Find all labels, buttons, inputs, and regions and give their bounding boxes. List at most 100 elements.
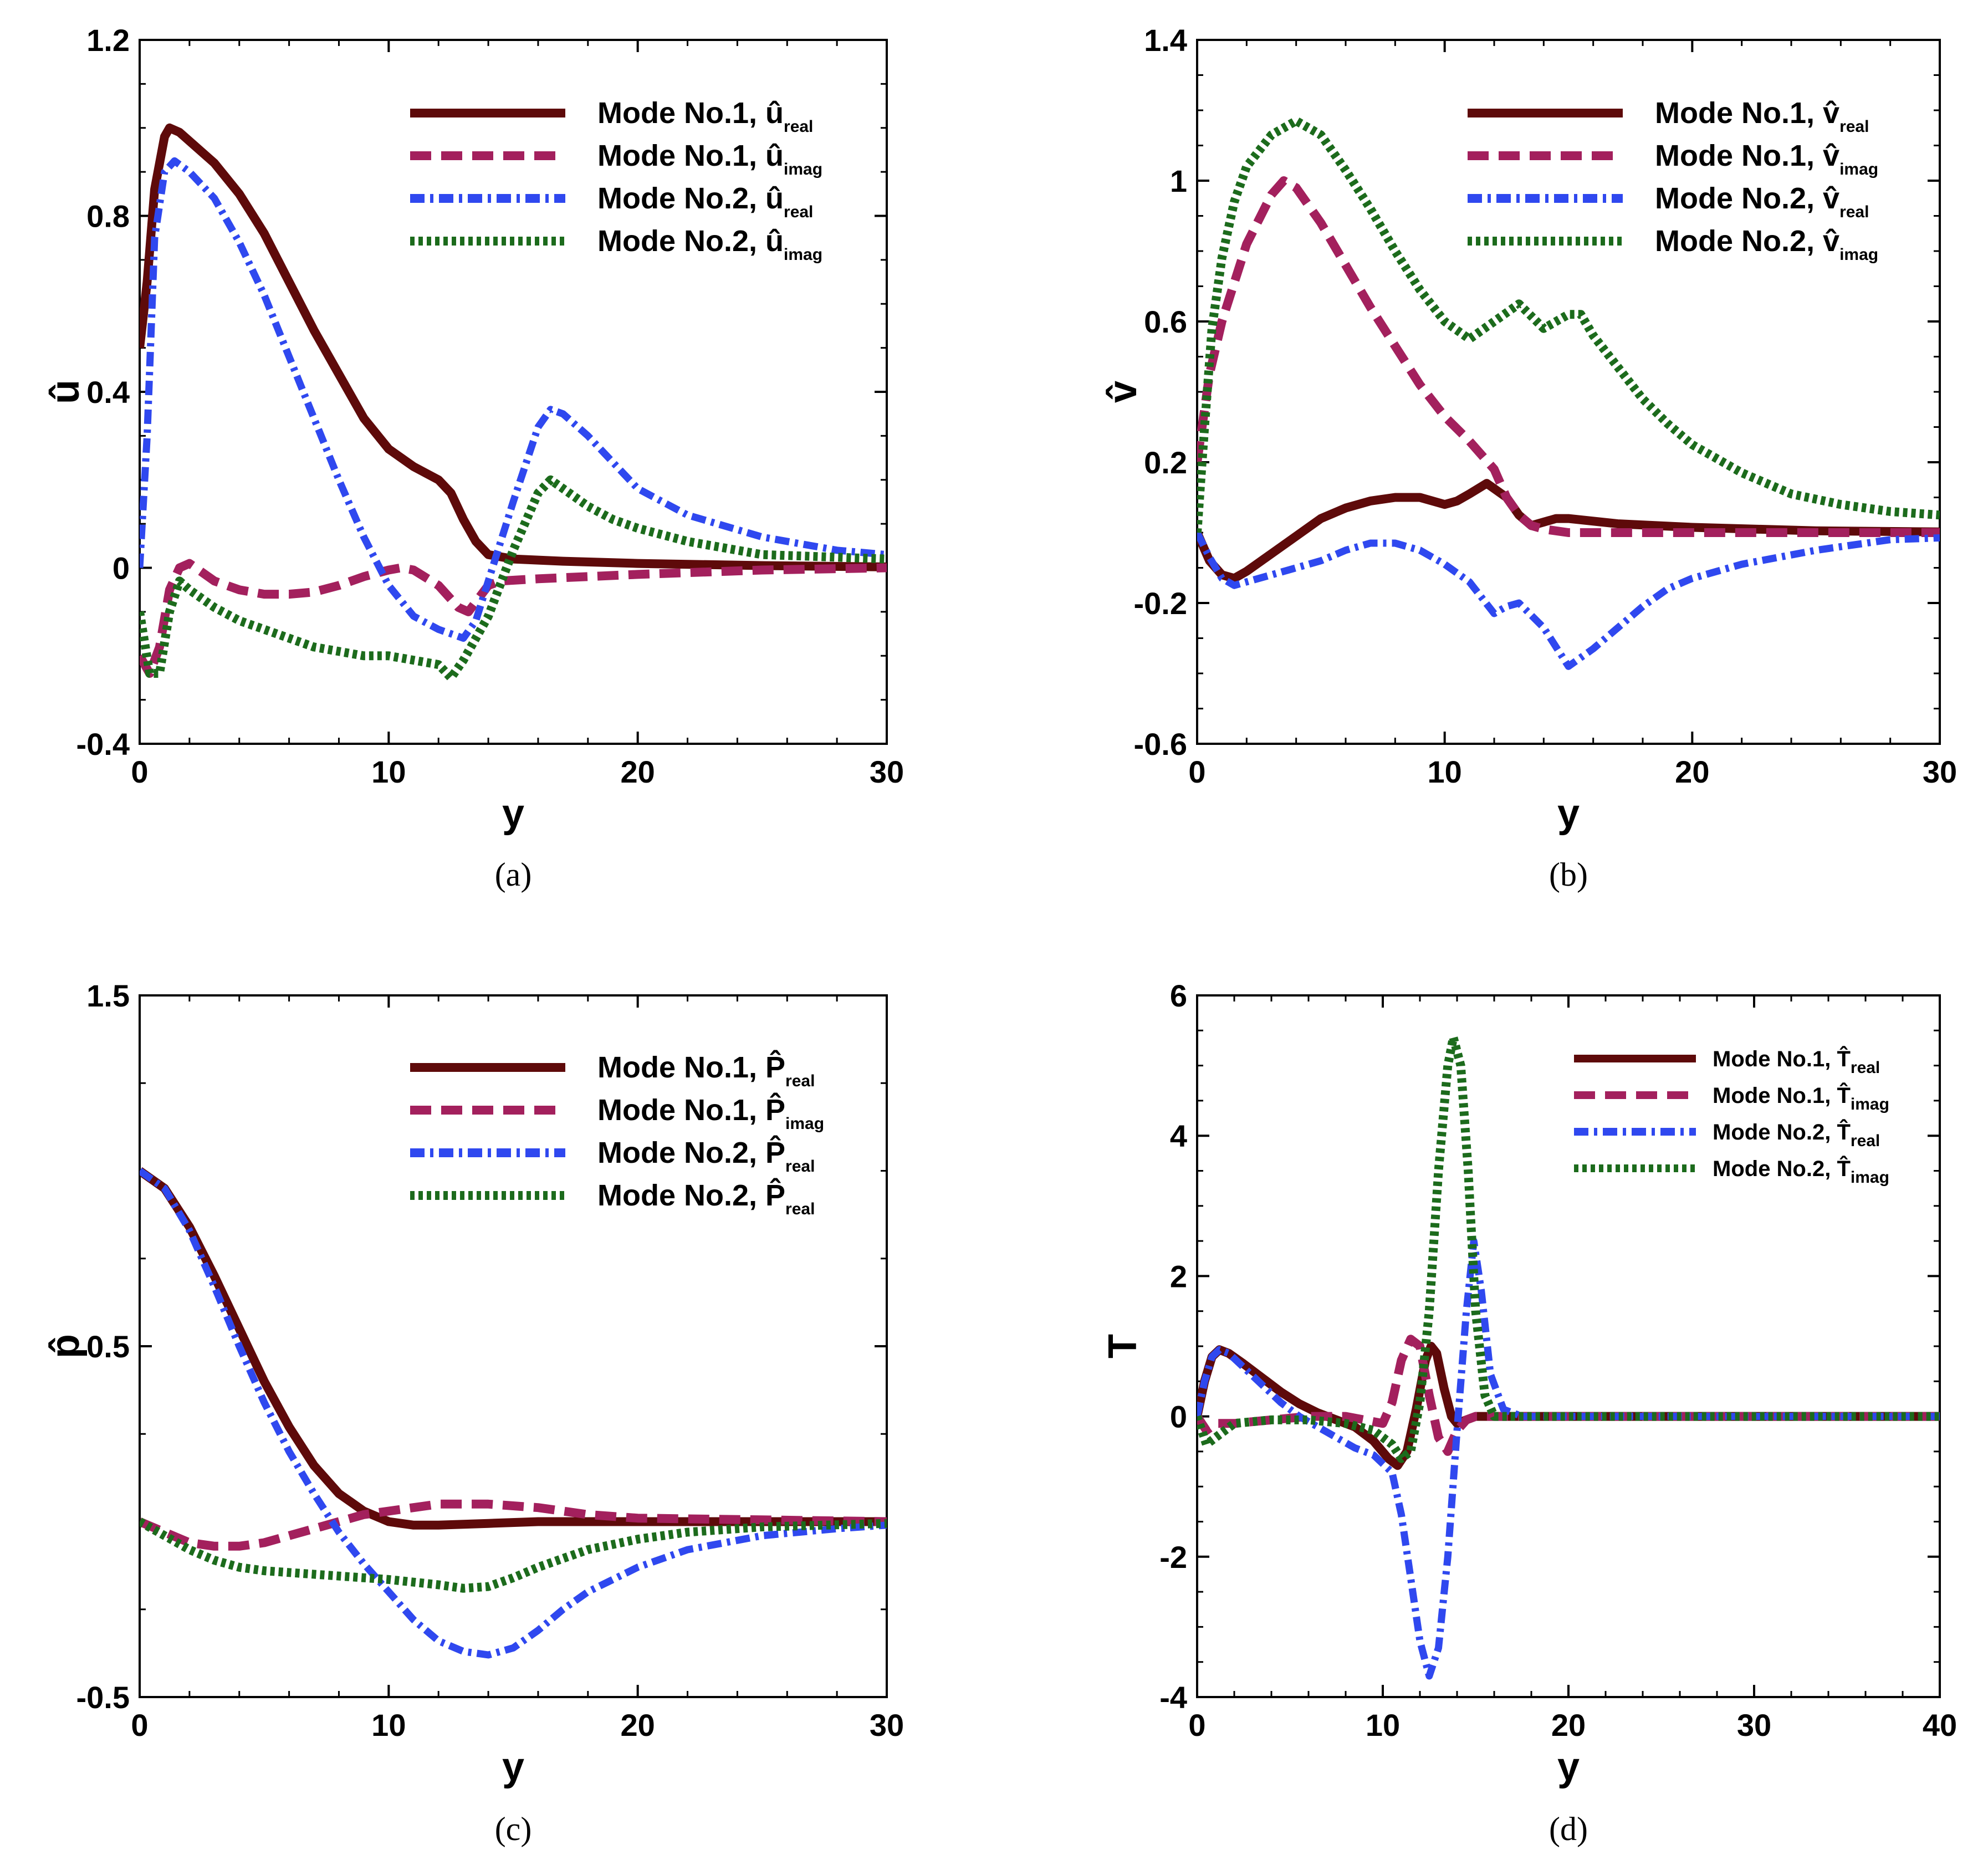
legend-mode: Mode No.2, (597, 182, 765, 215)
series-line-m2i (1197, 1033, 1940, 1463)
y-axis-label: p̂ (43, 1334, 88, 1358)
y-axis-label: T (1101, 1334, 1145, 1358)
figure-caption-a: (a) (495, 856, 532, 893)
x-tick-label: 20 (621, 754, 655, 789)
series-line-m2r (140, 1168, 887, 1659)
legend-subscript: imag (784, 160, 822, 178)
legend-subscript: imag (1851, 1095, 1889, 1113)
legend-label: Mode No.1, P̂real (597, 1050, 815, 1090)
x-tick-label: 30 (870, 1708, 904, 1743)
x-axis-label: y (1557, 791, 1580, 836)
x-tick-label: 30 (1737, 1708, 1771, 1743)
x-axis-label: y (1557, 1745, 1580, 1789)
x-tick-label: 20 (621, 1708, 655, 1743)
y-tick-label: 6 (1170, 978, 1187, 1013)
legend-mode: Mode No.1, (1655, 96, 1823, 130)
legend-label: Mode No.2, P̂real (597, 1178, 815, 1218)
y-axis-label: v̂ (1101, 381, 1145, 403)
series-line-m2r (140, 157, 887, 642)
legend-label: Mode No.1, T̂imag (1713, 1082, 1889, 1113)
y-axis-label: û (43, 380, 88, 404)
x-tick-label: 40 (1923, 1708, 1957, 1743)
y-tick-label: -2 (1159, 1540, 1187, 1575)
x-axis-label: y (502, 1745, 524, 1789)
y-tick-label: 0.2 (1144, 445, 1187, 480)
series-line-m1r (1197, 1342, 1940, 1470)
y-tick-label: -4 (1159, 1680, 1187, 1715)
legend-symbol: T̂ (1837, 1082, 1850, 1108)
series-line-m1i (1197, 1335, 1940, 1456)
legend-symbol: T̂ (1837, 1045, 1850, 1071)
legend-symbol: T̂ (1837, 1155, 1850, 1181)
legend-symbol: û (765, 96, 784, 130)
chart-c: 0 10 20 30-0.50.51.5yp̂Mode No.1, P̂realMod… (43, 978, 904, 1789)
legend-symbol: v̂ (1823, 139, 1839, 172)
series-line-m1i (1197, 176, 1940, 537)
legend-subscript: real (785, 1157, 815, 1176)
x-tick-label: 30 (870, 754, 904, 789)
legend-symbol: û (765, 224, 784, 258)
x-tick-label: 10 (371, 754, 406, 789)
figure-caption-b: (b) (1549, 856, 1588, 893)
y-tick-label: 0.6 (1144, 304, 1187, 339)
legend-subscript: real (785, 1072, 815, 1090)
legend-symbol: P̂ (765, 1178, 785, 1212)
y-tick-label: 2 (1170, 1259, 1187, 1294)
legend-subscript: real (1851, 1132, 1880, 1150)
x-tick-label: 10 (1366, 1708, 1400, 1743)
legend-mode: Mode No.1, (597, 1051, 765, 1084)
legend-symbol: û (765, 139, 784, 172)
x-tick-label: 20 (1675, 754, 1709, 789)
legend-symbol: v̂ (1823, 182, 1839, 215)
y-tick-label: 1.2 (86, 23, 130, 58)
legend-label: Mode No.2, ûimag (597, 224, 822, 264)
legend-mode: Mode No.2, (1713, 1120, 1837, 1144)
legend-subscript: real (1851, 1059, 1880, 1077)
series-line-m1r (1197, 479, 1940, 583)
x-tick-label: 10 (1428, 754, 1462, 789)
legend-subscript: real (784, 203, 813, 221)
legend-subscript: imag (785, 1115, 824, 1133)
legend-mode: Mode No.2, (1713, 1157, 1837, 1181)
legend-mode: Mode No.1, (1713, 1047, 1837, 1071)
x-tick-label: 10 (371, 1708, 406, 1743)
series-line-m2i (140, 475, 887, 682)
legend-label: Mode No.1, T̂real (1713, 1045, 1880, 1077)
legend-mode: Mode No.1, (1713, 1084, 1837, 1108)
series-line-m1r (140, 123, 887, 571)
legend-subscript: real (1839, 117, 1869, 136)
legend-mode: Mode No.2, (1655, 224, 1823, 258)
x-tick-label: 20 (1551, 1708, 1586, 1743)
legend-label: Mode No.2, ûreal (597, 182, 813, 221)
legend-mode: Mode No.2, (597, 1136, 765, 1169)
legend-label: Mode No.1, P̂imag (597, 1093, 824, 1133)
legend-label: Mode No.2, P̂real (597, 1136, 815, 1176)
legend-mode: Mode No.1, (597, 1093, 765, 1127)
figure-caption-c: (c) (495, 1811, 532, 1847)
legend-symbol: v̂ (1823, 96, 1839, 130)
legend-mode: Mode No.1, (597, 96, 765, 130)
y-tick-label: -0.4 (76, 727, 130, 762)
series-line-m2i (140, 1517, 887, 1593)
legend-symbol: P̂ (765, 1136, 785, 1169)
y-tick-label: -0.5 (76, 1680, 130, 1715)
series-line-m1i (140, 559, 887, 678)
legend-symbol: v̂ (1823, 224, 1839, 258)
legend-label: Mode No.2, T̂imag (1713, 1155, 1889, 1187)
legend-subscript: real (1839, 203, 1869, 221)
x-tick-label: 0 (1188, 1708, 1205, 1743)
x-tick-label: 0 (131, 1708, 148, 1743)
chart-b: 0 10 20 30-0.6-0.20.20.611.4yv̂Mode No.1, v… (1101, 23, 1957, 836)
legend-symbol: P̂ (765, 1050, 785, 1084)
x-tick-label: 30 (1923, 754, 1957, 789)
x-axis-label: y (502, 791, 524, 836)
legend-subscript: real (785, 1200, 815, 1218)
series-line-m1r (140, 1167, 887, 1530)
legend-subscript: imag (1839, 160, 1878, 178)
figure-caption-d: (d) (1549, 1811, 1588, 1847)
legend-label: Mode No.2, v̂imag (1655, 224, 1878, 264)
y-tick-label: 0 (113, 551, 130, 586)
